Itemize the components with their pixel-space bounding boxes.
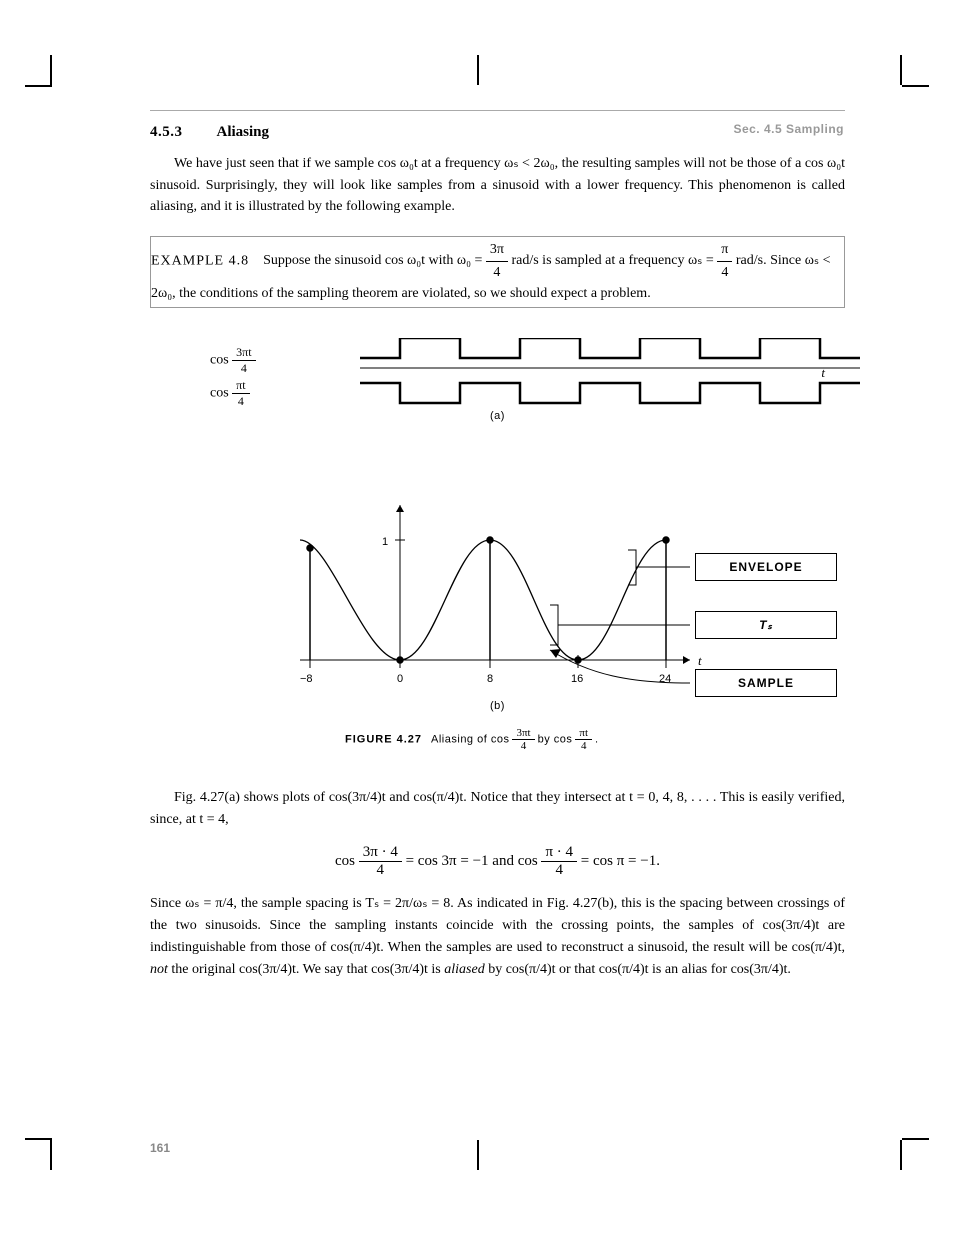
label-sample: SAMPLE [695, 669, 837, 697]
paragraph-3: Since ωₛ = π/4, the sample spacing is Tₛ… [150, 893, 845, 980]
equation-1: cos 3π · 44 = cos 3π = −1 and cos π · 44… [150, 844, 845, 879]
label-ts: Tₛ [695, 611, 837, 639]
crop-mark [900, 1140, 902, 1170]
svg-text:t: t [698, 653, 702, 668]
crop-mark [902, 85, 929, 87]
crop-mark [477, 55, 479, 85]
example-body: Suppose the sinusoid cos ω₀t with ω₀ = 3… [151, 253, 831, 301]
paragraph-2: Fig. 4.27(a) shows plots of cos(3π/4)t a… [150, 787, 845, 830]
crop-mark [900, 55, 902, 85]
waveform-svg [360, 338, 860, 418]
crop-mark [50, 1140, 52, 1170]
figure-caption: FIGURE 4.27 [345, 733, 422, 745]
section-title: Aliasing [217, 124, 270, 140]
page-content: 4.5.3 Aliasing We have just seen that if… [150, 110, 845, 980]
label-envelope: ENVELOPE [695, 553, 837, 581]
crop-mark [902, 1138, 929, 1140]
figure-a: cos 3πt4 cos πt4 t (a) [150, 330, 845, 425]
paragraph-1: We have just seen that if we sample cos … [150, 153, 845, 218]
crop-mark [477, 1140, 479, 1170]
figure-b: 1 [150, 455, 845, 765]
example-heading: EXAMPLE 4.8 [151, 253, 249, 268]
crop-mark [25, 85, 52, 87]
page-number: 161 [150, 1141, 170, 1155]
crop-mark [50, 55, 52, 85]
example-box: EXAMPLE 4.8 Suppose the sinusoid cos ω₀t… [150, 236, 845, 308]
crop-mark [25, 1138, 52, 1140]
svg-text:1: 1 [382, 536, 388, 548]
section-number: 4.5.3 [150, 124, 183, 140]
